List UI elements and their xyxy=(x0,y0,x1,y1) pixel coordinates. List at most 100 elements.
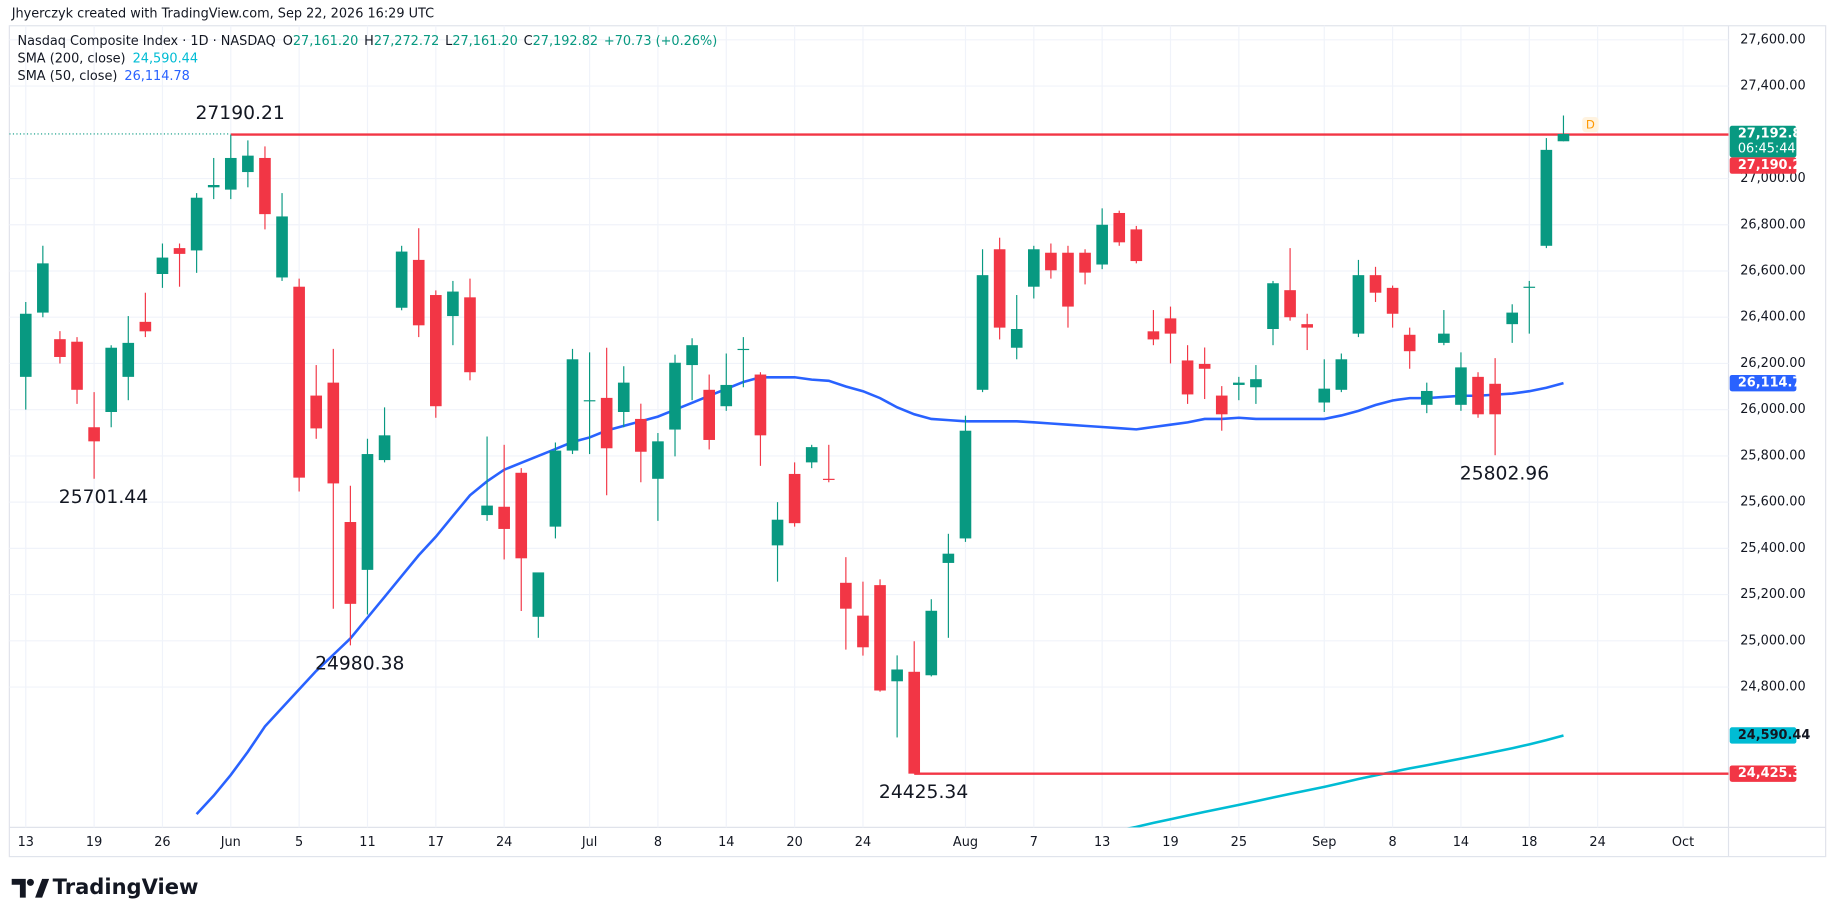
series-name: SMA (50, close) xyxy=(18,69,118,84)
y-tick-label: 26,600.00 xyxy=(1740,263,1805,278)
candle-body xyxy=(1335,359,1348,390)
axes: 24,800.00 25,000.00 25,200.00 25,400.00 25,6… xyxy=(18,32,1811,850)
x-tick-label: 26 xyxy=(154,835,170,850)
ohlc-value: 27,161.20 xyxy=(293,33,358,48)
candle-body xyxy=(566,359,579,451)
candle-body xyxy=(754,374,767,436)
candle-body xyxy=(1198,363,1211,369)
y-tick-label: 25,400.00 xyxy=(1740,541,1805,556)
x-tick-label: 13 xyxy=(1094,835,1110,850)
y-tick-label: 25,000.00 xyxy=(1740,633,1805,648)
ohlc-key: H xyxy=(364,33,374,48)
x-tick-label: 8 xyxy=(654,835,662,850)
annotation: 27190.21 xyxy=(195,103,284,124)
x-tick-label: 18 xyxy=(1521,835,1537,850)
candle-body xyxy=(71,341,83,390)
candle-body xyxy=(1403,334,1416,352)
candle-body xyxy=(88,427,100,442)
y-tick-label: 27,400.00 xyxy=(1740,79,1805,94)
candle-body xyxy=(1027,249,1040,287)
candle-body xyxy=(720,384,733,407)
candle-body xyxy=(481,505,493,516)
candle-body xyxy=(635,418,647,452)
marker-badge xyxy=(1582,117,1599,133)
candle-body xyxy=(891,669,903,682)
candle-body xyxy=(822,478,835,480)
marker-label: D xyxy=(1586,118,1595,132)
candle-body xyxy=(1369,275,1382,293)
price-badge-label: 24,425.34 xyxy=(1738,766,1810,781)
ohlc-key: C xyxy=(524,33,533,48)
candle-body xyxy=(447,291,459,317)
candle-body xyxy=(737,348,750,351)
grid xyxy=(9,25,1729,828)
candle-body xyxy=(259,157,271,215)
annotation: 25802.96 xyxy=(1460,463,1549,484)
brand: TradingView xyxy=(53,874,199,899)
y-tick-label: 26,200.00 xyxy=(1740,356,1805,371)
annotation: 24980.38 xyxy=(315,654,404,675)
price-badge-label: 26,114.78 xyxy=(1738,376,1810,391)
candle-body xyxy=(1045,252,1057,271)
candle-body xyxy=(583,400,596,402)
candle-body xyxy=(1113,212,1126,243)
plot xyxy=(9,115,1729,828)
candle-body xyxy=(1284,290,1296,318)
y-tick-label: 27,000.00 xyxy=(1740,171,1805,186)
x-tick-label: Jun xyxy=(220,835,241,850)
candle-body xyxy=(1557,133,1570,142)
x-tick-label: 24 xyxy=(855,835,871,850)
x-tick-label: 5 xyxy=(295,835,303,850)
candle-body xyxy=(1420,390,1433,405)
annotation: 25701.44 xyxy=(59,487,148,508)
candle-body xyxy=(242,155,254,173)
candle-body xyxy=(857,615,869,648)
x-tick-label: Sep xyxy=(1312,835,1336,850)
candle-body xyxy=(1010,329,1023,348)
candle-body xyxy=(1301,324,1313,328)
y-tick-label: 26,000.00 xyxy=(1740,402,1805,417)
candle-body xyxy=(652,441,664,479)
candle-body xyxy=(925,610,938,676)
x-tick-label: 11 xyxy=(359,835,375,850)
ohlc-value: 27,272.72 xyxy=(374,33,439,48)
candle-body xyxy=(1455,367,1467,405)
x-tick-label: 24 xyxy=(496,835,512,850)
countdown: 06:45:44 xyxy=(1738,142,1796,157)
ohlc-value: 27,161.20 xyxy=(452,33,517,48)
y-tick-label: 27,600.00 xyxy=(1740,32,1805,47)
x-tick-label: 19 xyxy=(1162,835,1178,850)
candle-body xyxy=(703,389,715,440)
y-tick-label: 25,600.00 xyxy=(1740,495,1805,510)
series-name: SMA (200, close) xyxy=(18,51,126,66)
candle-body xyxy=(1062,252,1074,307)
candle-body xyxy=(515,472,528,559)
candle-body xyxy=(344,522,357,604)
candle-body xyxy=(1540,149,1553,246)
symbol-legend: Nasdaq Composite Index · 1D · NASDAQ O27,… xyxy=(18,33,718,48)
sma-legend: SMA (50, close) 26,114.78 xyxy=(18,69,190,84)
price-badge xyxy=(1729,727,1797,744)
x-tick-label: 14 xyxy=(718,835,734,850)
price-badge-label: 24,590.44 xyxy=(1738,728,1810,743)
candle-body xyxy=(959,430,972,539)
x-tick-label: 17 xyxy=(428,835,444,850)
logo-shape xyxy=(35,878,50,898)
candle-body xyxy=(361,454,374,570)
candle-body xyxy=(1472,376,1484,415)
x-tick-label: 19 xyxy=(86,835,102,850)
change: +70.73 (+0.26%) xyxy=(604,33,717,48)
candle-body xyxy=(1096,224,1108,265)
candle-body xyxy=(840,582,852,609)
candle-body xyxy=(37,263,49,313)
series-last: 26,114.78 xyxy=(124,69,189,84)
candle-body xyxy=(1523,286,1536,288)
candle-body xyxy=(600,397,613,449)
logo-shape xyxy=(26,878,34,886)
candle-body xyxy=(942,553,955,563)
candle-body xyxy=(874,585,886,691)
candle-body xyxy=(1438,333,1450,343)
candle-body xyxy=(276,216,288,278)
